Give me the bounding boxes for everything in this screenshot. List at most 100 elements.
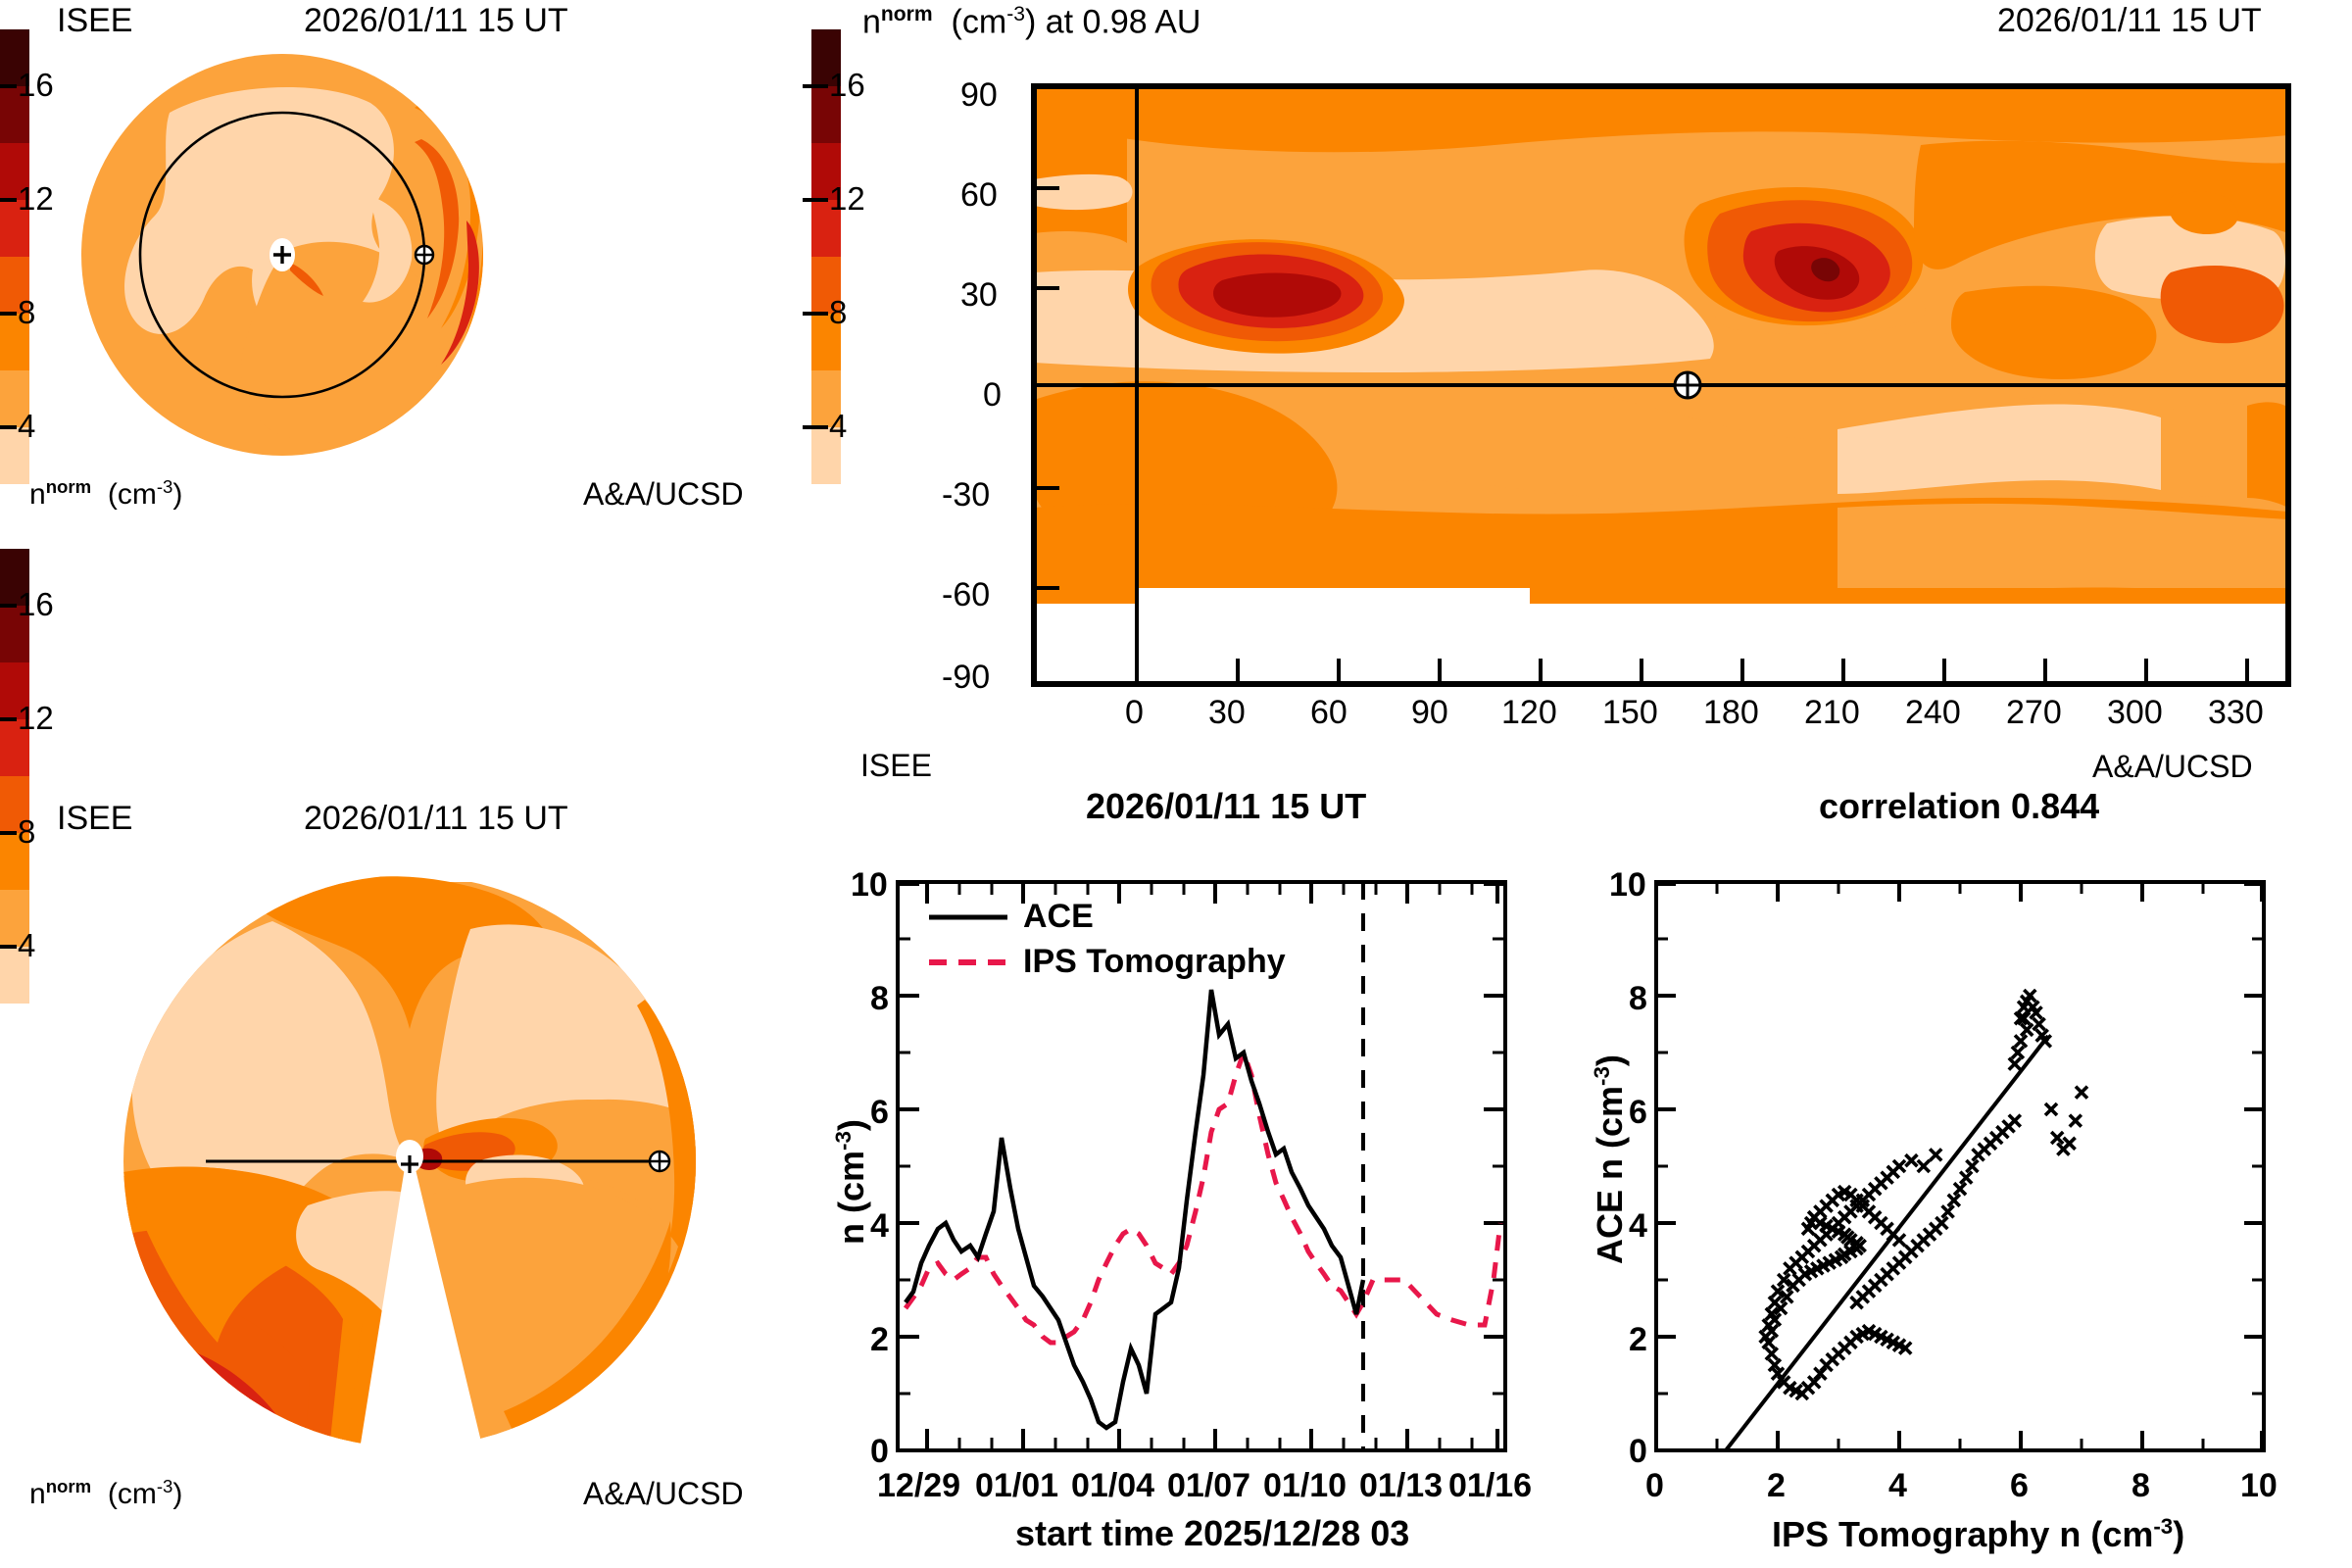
synoptic-xtickmark-90 [1438, 659, 1442, 684]
synoptic-xtickmark-330 [2245, 659, 2249, 684]
colorbar-label-4-bl: 4 [18, 927, 36, 963]
synoptic-xtick-180: 180 [1703, 694, 1759, 731]
colorbar-label-16-bl: 16 [18, 586, 54, 622]
scatter-ytick-0: 0 [1629, 1433, 1647, 1470]
earth-symbol-icon [414, 244, 435, 266]
scatter-plot [1654, 880, 2266, 1452]
earth-symbol-icon-synoptic [1673, 370, 1702, 400]
timeseries-plot [896, 880, 1507, 1452]
mcaption-n: n [29, 1478, 46, 1510]
timeseries-ytick-10: 10 [851, 866, 888, 904]
timeseries-xlabel: start time 2025/12/28 03 [1015, 1513, 1410, 1553]
synoptic-ytick-m60: -60 [942, 576, 991, 613]
scatter-ytick-6: 6 [1629, 1094, 1647, 1131]
scatter-xtick-0: 0 [1645, 1467, 1664, 1504]
caption-units: (cm [107, 478, 157, 511]
title-units-close: ) at 0.98 AU [1024, 3, 1201, 41]
synoptic-xtick-150: 150 [1602, 694, 1658, 731]
scatter-point [2032, 1016, 2046, 1032]
synoptic-ytickmark-60 [1034, 186, 1059, 190]
scatter-point [1916, 1158, 1932, 1174]
synoptic-xtick-30: 30 [1208, 694, 1246, 731]
panel-synoptic-source: ISEE [860, 748, 932, 783]
timeseries-ytick-8: 8 [870, 980, 889, 1017]
colorbar-tick-8-tl [0, 312, 17, 316]
scatter-point [1764, 1306, 1780, 1322]
synoptic-xtick-270: 270 [2006, 694, 2062, 731]
synoptic-ytick-30: 30 [960, 276, 998, 314]
legend-label-ace: ACE [1023, 898, 1094, 935]
scatter-xtick-8: 8 [2132, 1467, 2150, 1504]
synoptic-ytick-m90: -90 [942, 659, 991, 696]
synoptic-xtickmark-240 [1942, 659, 1946, 684]
panel-synoptic-credit: A&A/UCSD [2092, 749, 2253, 784]
colorbar-label-4-syn: 4 [829, 408, 848, 444]
panel-meridional-disk [116, 876, 743, 1519]
colorbar-tick-16-bl [0, 604, 17, 608]
panel-ecliptic-disk [76, 49, 488, 461]
scatter-xtick-2: 2 [1767, 1467, 1786, 1504]
legend-label-ips: IPS Tomography [1023, 943, 1286, 980]
scatter-point [1780, 1290, 1794, 1304]
scatter-point [1786, 1278, 1800, 1294]
sc-ylabel-main: ACE n (cm [1590, 1085, 1630, 1264]
scatter-point [2007, 1056, 2023, 1071]
scatter-point [1806, 1209, 1822, 1225]
earth-symbol-icon-meridional [648, 1150, 671, 1173]
mcaption-sup: norm [45, 1476, 92, 1496]
scatter-point [1849, 1241, 1864, 1256]
scatter-xtick-4: 4 [1888, 1467, 1907, 1504]
colorbar-label-16-syn: 16 [829, 67, 865, 103]
synoptic-ytickmark-30 [1034, 286, 1059, 290]
synoptic-xtickmark-270 [2043, 659, 2047, 684]
synoptic-xtickmark-30 [1236, 659, 1240, 684]
colorbar-tick-12-tl [0, 198, 17, 202]
scatter-point [1958, 1170, 1974, 1185]
scatter-point [2049, 1130, 2065, 1146]
scatter-point [2013, 1010, 2029, 1026]
panel-ecliptic-datetime: 2026/01/11 15 UT [304, 2, 568, 39]
timeseries-ytick-4: 4 [870, 1207, 889, 1245]
scatter-point [1770, 1284, 1786, 1298]
timeseries-xtick-0101: 01/01 [975, 1467, 1059, 1504]
scatter-point [2010, 1045, 2026, 1060]
scatter-point [2074, 1085, 2089, 1100]
timeseries-ytick-2: 2 [870, 1321, 889, 1358]
panel-synoptic-title: nnorm (cm-3) at 0.98 AU [862, 4, 1200, 38]
scatter-point [1952, 1181, 1968, 1197]
title-units: (cm [951, 3, 1007, 41]
colorbar-label-8-tl: 8 [18, 294, 36, 330]
timeseries-xtick-0107: 01/07 [1167, 1467, 1251, 1504]
caption-n: n [29, 478, 46, 511]
sc-ylabel-close: ) [1590, 1054, 1630, 1067]
scatter-title: correlation 0.844 [1819, 786, 2100, 826]
scatter-point [1940, 1204, 1955, 1219]
title-sup: norm [880, 3, 933, 25]
scatter-ytick-2: 2 [1629, 1321, 1647, 1358]
sc-xlabel-sup: -3 [2153, 1514, 2174, 1539]
synoptic-xtickmark-0 [1135, 659, 1139, 684]
colorbar-synoptic [811, 29, 841, 484]
timeseries-xtick-1229: 12/29 [877, 1467, 961, 1504]
colorbar-tick-16-tl [0, 84, 17, 88]
scatter-xlabel: IPS Tomography n (cm-3) [1772, 1514, 2184, 1552]
scatter-point [1783, 1261, 1797, 1276]
scatter-point [1767, 1295, 1783, 1310]
scatter-point [1761, 1318, 1776, 1333]
scatter-point [2013, 1034, 2029, 1049]
synoptic-ytickmark-m60 [1034, 586, 1059, 590]
synoptic-xtick-330: 330 [2208, 694, 2264, 731]
panel-meridional-datetime: 2026/01/11 15 UT [304, 800, 568, 837]
colorbar-tick-12-syn [803, 198, 828, 202]
panel-meridional-caption: nnorm (cm-3) [29, 1476, 182, 1510]
scatter-point [2023, 988, 2037, 1004]
scatter-point [2037, 1034, 2053, 1049]
scatter-xtick-10: 10 [2240, 1467, 2278, 1504]
scatter-ytick-4: 4 [1629, 1207, 1647, 1245]
colorbar-bottom-left [0, 549, 29, 1004]
scatter-point [2007, 1113, 2023, 1128]
panel-synoptic-plot [1031, 83, 2291, 687]
timeseries-title: 2026/01/11 15 UT [1086, 786, 1367, 826]
scatter-ylabel: ACE n (cm-3) [1590, 1054, 1631, 1264]
scatter-point [1776, 1272, 1791, 1288]
